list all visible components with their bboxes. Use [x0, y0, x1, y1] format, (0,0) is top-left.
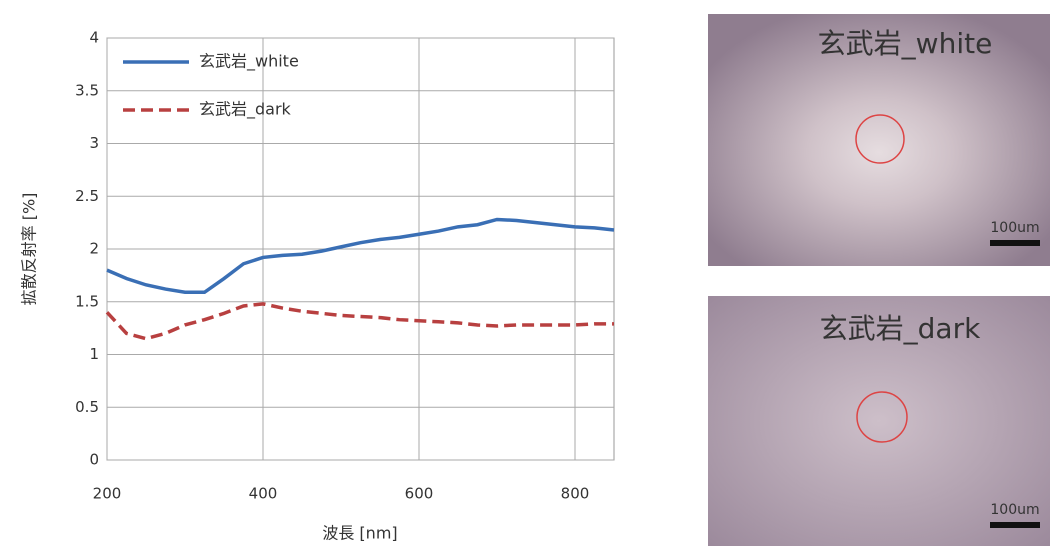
- series-line: [106, 217, 615, 295]
- legend-label: 玄武岩_white: [199, 52, 299, 72]
- scale-label: 100um: [990, 502, 1039, 518]
- x-tick-label: 200: [93, 485, 122, 503]
- image-label: 玄武岩_dark: [820, 312, 981, 345]
- y-tick-label: 4: [89, 29, 99, 47]
- spot-circle: [855, 114, 905, 164]
- scale-bar: [990, 240, 1040, 246]
- y-tick-label: 0: [89, 451, 99, 469]
- scale-bar: [990, 522, 1040, 528]
- y-tick-label: 3.5: [75, 81, 99, 99]
- image-label: 玄武岩_white: [818, 27, 993, 60]
- x-axis-label: 波長 [nm]: [322, 524, 397, 543]
- y-tick-label: 1.5: [75, 292, 99, 310]
- scale-label: 100um: [990, 220, 1039, 236]
- micrograph: [708, 296, 1050, 546]
- x-tick-label: 800: [561, 485, 590, 503]
- y-tick-label: 0.5: [75, 398, 99, 416]
- spot-circle: [856, 391, 908, 443]
- y-tick-label: 3: [89, 134, 99, 152]
- micrograph: [708, 14, 1050, 266]
- legend-label: 玄武岩_dark: [199, 100, 292, 120]
- y-tick-label: 2.5: [75, 187, 99, 205]
- y-axis-label: 拡散反射率 [%]: [20, 193, 39, 306]
- series-line: [105, 302, 614, 341]
- x-tick-label: 400: [249, 485, 278, 503]
- y-tick-label: 1: [89, 345, 99, 363]
- y-tick-label: 2: [89, 240, 99, 258]
- x-tick-label: 600: [405, 485, 434, 503]
